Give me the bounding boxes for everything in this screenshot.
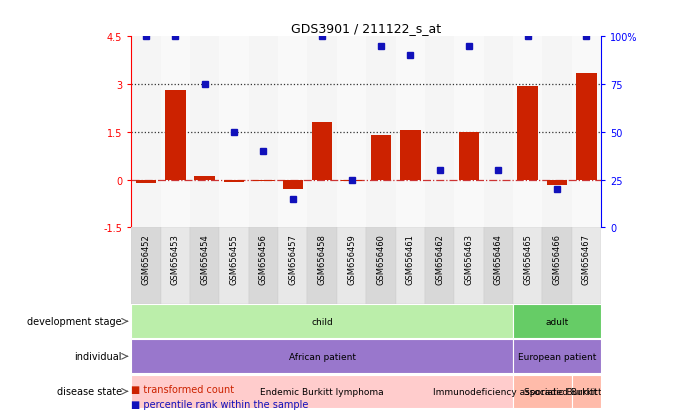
Text: GSM656465: GSM656465 xyxy=(523,234,532,285)
Bar xyxy=(542,228,571,304)
Bar xyxy=(160,37,190,228)
Title: GDS3901 / 211122_s_at: GDS3901 / 211122_s_at xyxy=(291,21,442,35)
Bar xyxy=(190,228,219,304)
Bar xyxy=(283,180,303,190)
Bar xyxy=(160,228,190,304)
Text: GSM656461: GSM656461 xyxy=(406,234,415,285)
FancyBboxPatch shape xyxy=(513,339,601,373)
Text: adult: adult xyxy=(545,317,569,326)
Text: GSM656459: GSM656459 xyxy=(347,234,356,285)
Bar xyxy=(278,228,307,304)
Text: GSM656466: GSM656466 xyxy=(553,234,562,285)
Text: GSM656462: GSM656462 xyxy=(435,234,444,285)
Bar xyxy=(307,37,337,228)
Bar xyxy=(249,228,278,304)
Bar xyxy=(312,122,332,180)
Bar xyxy=(131,37,160,228)
Bar xyxy=(513,37,542,228)
Text: GSM656464: GSM656464 xyxy=(494,234,503,285)
Text: GSM656467: GSM656467 xyxy=(582,234,591,285)
Text: ■ transformed count: ■ transformed count xyxy=(131,385,234,394)
Bar xyxy=(395,228,425,304)
Text: GSM656454: GSM656454 xyxy=(200,234,209,285)
Bar xyxy=(337,37,366,228)
FancyBboxPatch shape xyxy=(513,305,601,338)
Text: disease state: disease state xyxy=(57,387,122,396)
Text: GSM656453: GSM656453 xyxy=(171,234,180,285)
Text: African patient: African patient xyxy=(289,352,356,361)
Text: GSM656458: GSM656458 xyxy=(318,234,327,285)
Bar xyxy=(341,180,362,182)
Text: GSM656455: GSM656455 xyxy=(229,234,238,285)
Bar xyxy=(518,86,538,180)
Bar xyxy=(488,180,509,181)
Bar xyxy=(337,228,366,304)
Bar xyxy=(400,131,421,180)
Bar xyxy=(219,37,249,228)
Text: GSM656456: GSM656456 xyxy=(259,234,268,285)
Bar xyxy=(165,90,186,180)
FancyBboxPatch shape xyxy=(571,375,601,408)
Bar xyxy=(194,176,215,180)
Text: individual: individual xyxy=(75,351,122,361)
Bar xyxy=(542,37,571,228)
Bar xyxy=(547,180,567,186)
FancyBboxPatch shape xyxy=(131,305,513,338)
Text: European patient: European patient xyxy=(518,352,596,361)
Bar xyxy=(571,37,601,228)
Text: GSM656463: GSM656463 xyxy=(464,234,473,285)
Text: Sporadic Burkitt lymphoma: Sporadic Burkitt lymphoma xyxy=(524,387,649,396)
Bar xyxy=(513,228,542,304)
Bar xyxy=(307,228,337,304)
Text: Immunodeficiency associated Burkitt lymphoma: Immunodeficiency associated Burkitt lymp… xyxy=(433,387,652,396)
FancyBboxPatch shape xyxy=(513,375,571,408)
Bar xyxy=(425,228,455,304)
Bar xyxy=(455,228,484,304)
FancyBboxPatch shape xyxy=(131,375,513,408)
Bar xyxy=(253,180,274,181)
Bar xyxy=(249,37,278,228)
Text: GSM656452: GSM656452 xyxy=(142,234,151,285)
Bar xyxy=(571,228,601,304)
Text: Endemic Burkitt lymphoma: Endemic Burkitt lymphoma xyxy=(261,387,384,396)
Bar xyxy=(366,228,395,304)
Text: development stage: development stage xyxy=(27,316,122,327)
Bar xyxy=(190,37,219,228)
Bar xyxy=(366,37,395,228)
Bar xyxy=(425,37,455,228)
Bar xyxy=(278,37,307,228)
Text: child: child xyxy=(312,317,333,326)
Bar xyxy=(459,133,480,180)
Bar xyxy=(131,228,160,304)
Bar xyxy=(219,228,249,304)
Text: GSM656460: GSM656460 xyxy=(377,234,386,285)
Bar xyxy=(484,37,513,228)
Bar xyxy=(395,37,425,228)
Bar xyxy=(135,180,156,184)
Bar xyxy=(429,180,450,181)
Bar xyxy=(455,37,484,228)
Bar xyxy=(224,180,245,183)
FancyBboxPatch shape xyxy=(131,339,513,373)
Bar xyxy=(576,74,597,180)
Text: ■ percentile rank within the sample: ■ percentile rank within the sample xyxy=(131,399,309,409)
Bar xyxy=(370,135,391,180)
Bar xyxy=(484,228,513,304)
Text: GSM656457: GSM656457 xyxy=(288,234,297,285)
